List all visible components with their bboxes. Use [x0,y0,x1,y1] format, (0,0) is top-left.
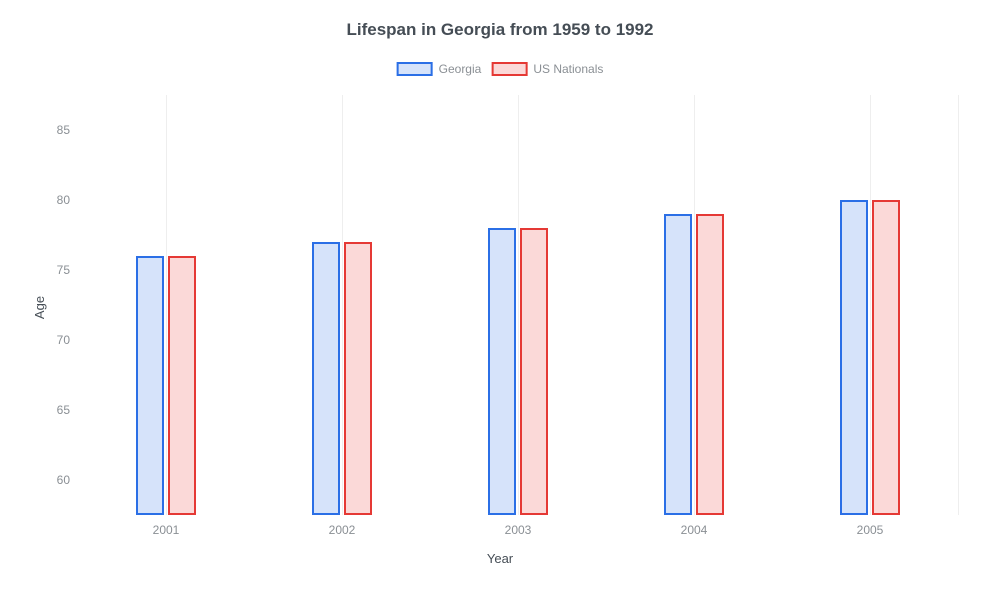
y-tick-label: 70 [57,333,78,347]
y-tick-label: 85 [57,123,78,137]
y-tick-label: 75 [57,263,78,277]
legend-label-0: Georgia [439,62,482,76]
x-tick-label: 2002 [329,515,356,537]
x-tick-label: 2004 [681,515,708,537]
bar [520,228,548,515]
bar [664,214,692,515]
bar [488,228,516,515]
legend-swatch-1 [491,62,527,76]
chart-title: Lifespan in Georgia from 1959 to 1992 [0,20,1000,40]
legend: Georgia US Nationals [397,62,604,76]
x-tick-label: 2003 [505,515,532,537]
bar [840,200,868,515]
bar [168,256,196,515]
gridline [958,95,959,515]
gridline [870,95,871,515]
x-tick-label: 2005 [857,515,884,537]
y-axis-label: Age [32,296,47,319]
legend-item-series-1: US Nationals [491,62,603,76]
bar [696,214,724,515]
gridline [166,95,167,515]
y-tick-label: 80 [57,193,78,207]
x-axis-label: Year [487,551,513,566]
legend-swatch-0 [397,62,433,76]
legend-item-series-0: Georgia [397,62,482,76]
plot-area: 20012002200320042005606570758085 [78,95,958,515]
bar [344,242,372,515]
gridline [518,95,519,515]
bar [136,256,164,515]
y-tick-label: 60 [57,473,78,487]
chart-container: Lifespan in Georgia from 1959 to 1992 Ge… [0,0,1000,600]
bar [312,242,340,515]
gridline [342,95,343,515]
gridline [694,95,695,515]
y-tick-label: 65 [57,403,78,417]
legend-label-1: US Nationals [533,62,603,76]
bar [872,200,900,515]
x-tick-label: 2001 [153,515,180,537]
